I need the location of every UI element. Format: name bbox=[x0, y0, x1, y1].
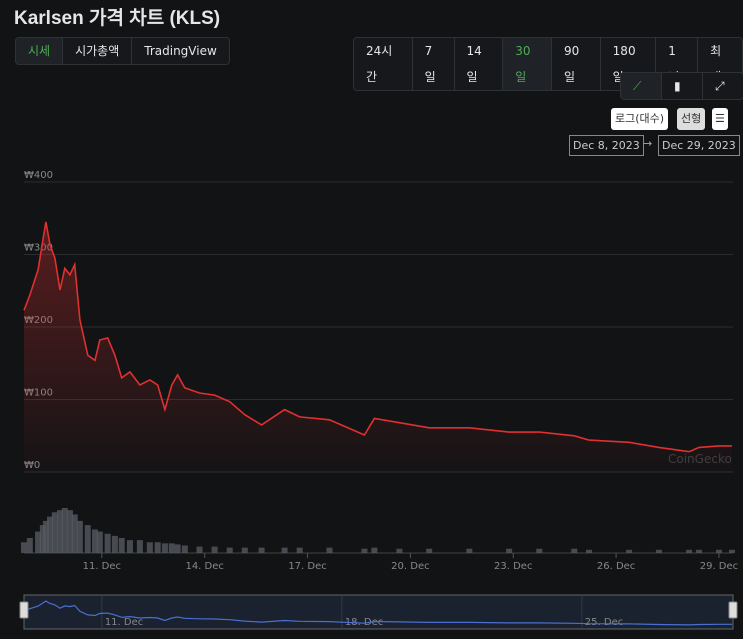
x-tick-label: 17. Dec bbox=[288, 561, 326, 572]
volume-bar bbox=[296, 547, 303, 553]
line-icon[interactable]: ⟋ bbox=[621, 73, 662, 99]
date-to[interactable]: Dec 29, 2023 bbox=[658, 135, 740, 156]
volume-bar bbox=[211, 546, 218, 553]
x-tick-label: 14. Dec bbox=[185, 561, 223, 572]
tabs-button[interactable]: TradingView bbox=[144, 44, 217, 58]
volume-bar bbox=[196, 546, 203, 553]
volume-bar bbox=[715, 549, 722, 553]
nav-line bbox=[23, 600, 732, 626]
y-tick-label: ₩400 bbox=[24, 170, 53, 181]
ranges-button[interactable]: 24시간 bbox=[354, 38, 413, 90]
area bbox=[24, 221, 732, 472]
price-line bbox=[23, 221, 732, 453]
volume-bar bbox=[571, 548, 578, 553]
date-from[interactable]: Dec 8, 2023 bbox=[569, 135, 644, 156]
volume-bar bbox=[396, 548, 403, 553]
volume-bar bbox=[466, 548, 473, 553]
log-btn[interactable]: 로그(대수) bbox=[611, 108, 669, 130]
volume-bar bbox=[536, 548, 543, 553]
volume-bar bbox=[47, 516, 54, 553]
volume-bar bbox=[168, 543, 175, 553]
volume-bar bbox=[96, 531, 103, 553]
volume-bar bbox=[226, 547, 233, 553]
volume-bar bbox=[626, 549, 633, 553]
volume-bar bbox=[76, 520, 83, 553]
volume-bar bbox=[84, 525, 91, 553]
volume-bar bbox=[154, 542, 161, 553]
nav-tick-label: 25. Dec bbox=[585, 617, 623, 628]
volume-bar bbox=[21, 542, 27, 553]
volume-bar bbox=[136, 540, 143, 553]
volume-bar bbox=[281, 547, 288, 553]
nav-tick-label: 18. Dec bbox=[345, 617, 383, 628]
ranges-button[interactable]: 7일 bbox=[413, 38, 455, 90]
ranges-button[interactable]: 90일 bbox=[552, 38, 601, 90]
volume-bar bbox=[371, 547, 378, 553]
volume-bar bbox=[26, 538, 33, 553]
x-tick-label: 23. Dec bbox=[494, 561, 532, 572]
title: Karlsen 가격 차트 (KLS) bbox=[14, 8, 221, 29]
tabs-button[interactable]: 시세 bbox=[16, 38, 64, 64]
tabs-button[interactable]: 시가총액 bbox=[63, 38, 133, 64]
volume-bar bbox=[506, 548, 513, 553]
volume-bar bbox=[174, 544, 181, 553]
nav-handle bbox=[728, 601, 738, 619]
volume-bar bbox=[696, 549, 703, 553]
volume-bar bbox=[61, 508, 68, 553]
volume-bar bbox=[71, 514, 78, 553]
volume-bar bbox=[686, 549, 693, 553]
volume-bar bbox=[104, 533, 111, 553]
volume-bar bbox=[51, 512, 58, 553]
volume-bar bbox=[91, 529, 98, 553]
volume-bar bbox=[111, 535, 118, 553]
nav-handle bbox=[19, 601, 29, 619]
ranges-button[interactable]: 180일 bbox=[601, 38, 657, 90]
candle-icon[interactable]: ▮ bbox=[662, 73, 703, 99]
menu-btn[interactable]: ☰ bbox=[712, 108, 728, 130]
x-tick-label: 29. Dec bbox=[700, 561, 738, 572]
ranges-button[interactable]: 14일 bbox=[455, 38, 504, 90]
volume-bar bbox=[35, 531, 42, 553]
volume-bar bbox=[126, 540, 133, 553]
volume-bar bbox=[42, 520, 49, 553]
chart-type: ⟋ ▮ ⤢ bbox=[620, 72, 743, 100]
volume-bar bbox=[586, 549, 593, 553]
volume-bar bbox=[118, 538, 125, 553]
volume-bar bbox=[39, 525, 46, 553]
volume-bar bbox=[66, 510, 73, 553]
fullscreen-icon[interactable]: ⤢ bbox=[715, 79, 725, 93]
linear-btn[interactable]: 선형 bbox=[677, 108, 706, 130]
volume-bar bbox=[326, 547, 333, 553]
x-tick-label: 26. Dec bbox=[597, 561, 635, 572]
ranges-button[interactable]: 30일 bbox=[503, 38, 552, 90]
volume-bar bbox=[181, 545, 188, 553]
y-tick-label: ₩300 bbox=[24, 243, 53, 254]
nav-tick-label: 11. Dec bbox=[105, 617, 143, 628]
volume-bar bbox=[146, 542, 153, 553]
volume-bar bbox=[361, 548, 368, 553]
volume-bar bbox=[241, 547, 248, 553]
volume-bar bbox=[655, 549, 662, 553]
x-tick-label: 11. Dec bbox=[83, 561, 121, 572]
volume-bar bbox=[56, 510, 63, 553]
volume-bar bbox=[728, 549, 735, 553]
tabs: 시세 시가총액 TradingView bbox=[15, 37, 230, 65]
x-tick-label: 20. Dec bbox=[391, 561, 429, 572]
volume-bar bbox=[426, 548, 433, 553]
date-arrow: → bbox=[643, 137, 653, 150]
volume-bar bbox=[258, 547, 265, 553]
volume-bar bbox=[161, 543, 168, 553]
